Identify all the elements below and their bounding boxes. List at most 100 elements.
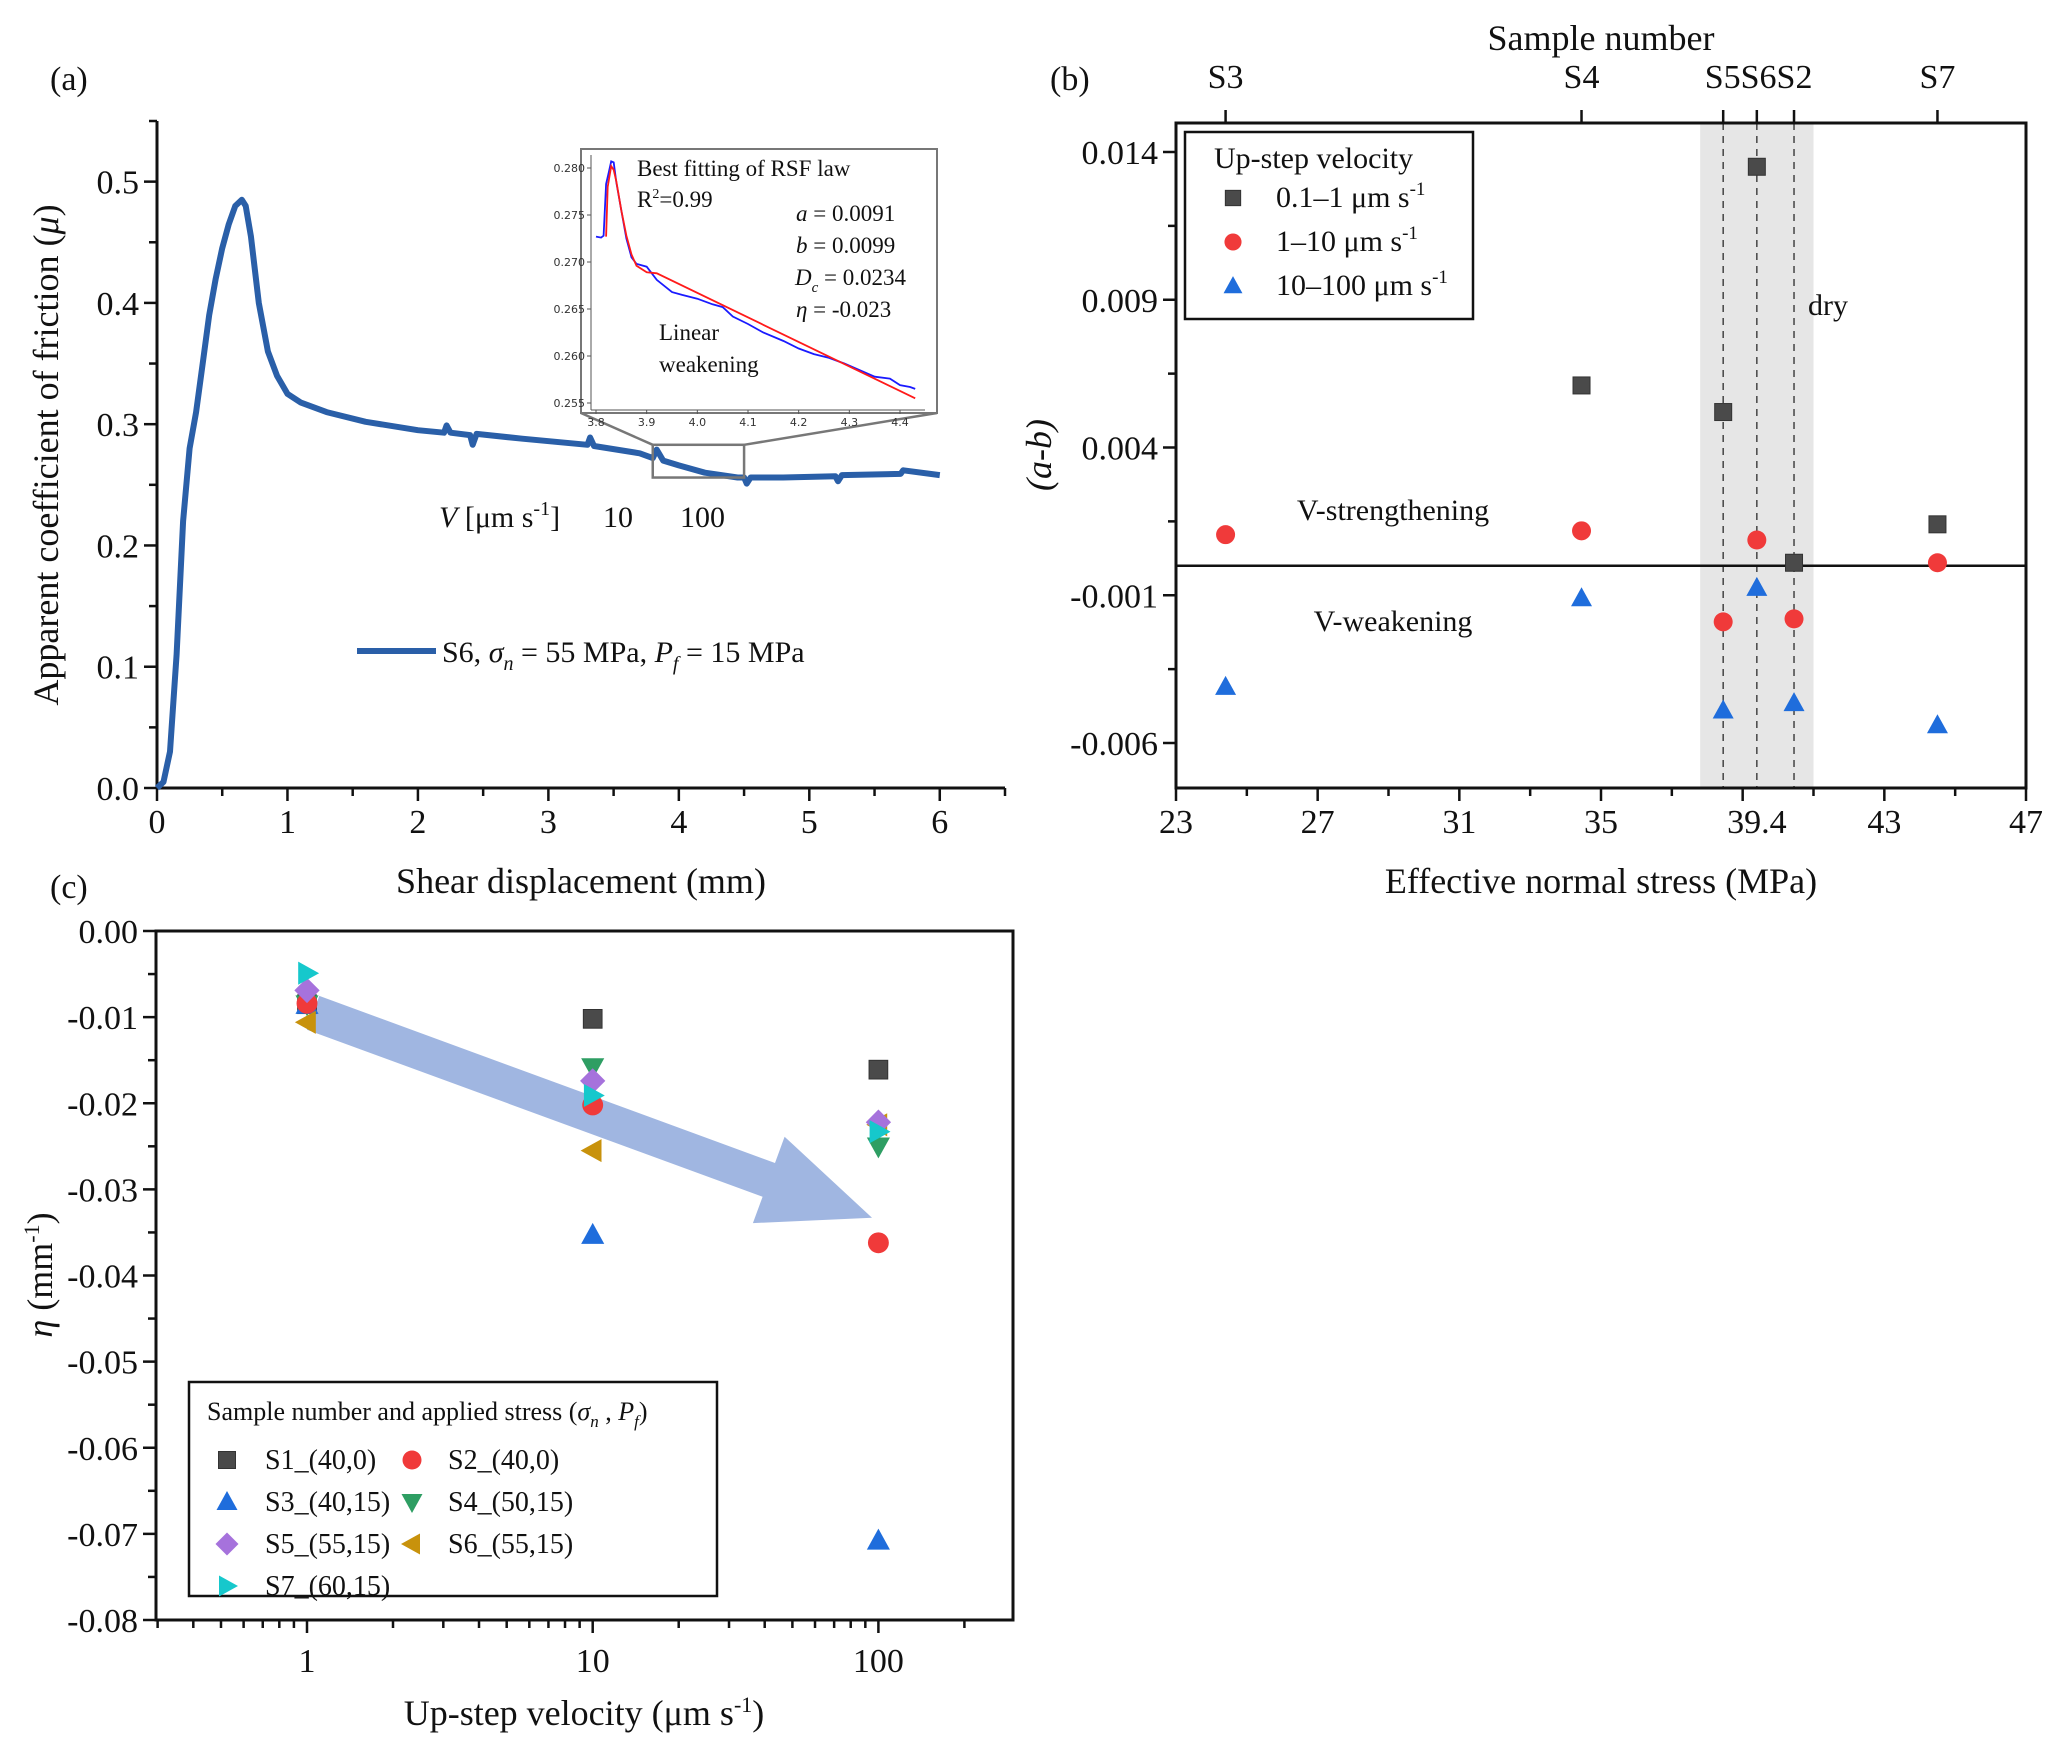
panel-b-legend-marker bbox=[1224, 233, 1242, 251]
panel-c-y-tick-label: -0.05 bbox=[67, 1345, 138, 1382]
panel-c-legend-box bbox=[187, 1380, 719, 1598]
inset-param-dc: Dc = 0.0234 bbox=[794, 265, 907, 296]
legend-text-sup: -1 bbox=[1402, 223, 1418, 244]
panel-c-point-s7 bbox=[298, 961, 320, 985]
panel-b-legend-label: 1–10 μm s-1 bbox=[1276, 223, 1418, 258]
panel-c-point-s7 bbox=[583, 1083, 605, 1108]
panel-a-y-tick-label: 0.5 bbox=[97, 165, 140, 202]
inset-y-tick-label: 0.265 bbox=[554, 303, 586, 316]
panel-b-legend-marker bbox=[1223, 276, 1243, 294]
panel-b-label: (b) bbox=[1050, 61, 1090, 98]
panel-c-y-tick-label: -0.04 bbox=[67, 1259, 138, 1296]
panel-b-y-tick-label: -0.001 bbox=[1070, 578, 1158, 615]
panel-c-legend-marker bbox=[215, 1532, 239, 1556]
panel-a-y-tick-label: 0.3 bbox=[97, 407, 140, 444]
panel-b-point-square bbox=[1747, 157, 1766, 176]
inset-zoom-window bbox=[651, 443, 746, 479]
panel-c-points bbox=[294, 961, 892, 1550]
inset-r2: R2=0.99 bbox=[637, 187, 713, 212]
panel-a-xlabel: Shear displacement (mm) bbox=[396, 861, 766, 901]
panel-b-y-tick-label: 0.009 bbox=[1082, 283, 1159, 320]
velocity-step-10: 10 bbox=[603, 501, 633, 534]
panel-c-point-s4 bbox=[866, 1137, 890, 1159]
panel-c-point-s6 bbox=[294, 1010, 316, 1034]
panel-a-y-tick-label: 0.4 bbox=[97, 286, 140, 323]
inset-param-a: a = 0.0091 bbox=[796, 201, 895, 226]
panel-c-y-tick-label: 0.00 bbox=[79, 914, 139, 951]
panel-b-legend: Up-step velocity 0.1–1 μm s-11–10 μm s-1… bbox=[1183, 130, 1475, 321]
panel-b-legend-label: 0.1–1 μm s-1 bbox=[1276, 179, 1425, 214]
panel-a-axes: 0 1 2 3 4 5 6 0.0 0.1 0.2 0.3 0.4 0.5 bbox=[97, 119, 1007, 841]
panel-b-point-triangle-up bbox=[1712, 699, 1734, 719]
panel-c-y-tick-label: -0.01 bbox=[67, 1000, 138, 1037]
panel-b-point-circle bbox=[1713, 612, 1733, 632]
legend-text-sup: -1 bbox=[1410, 179, 1426, 200]
panel-b-legend-title: Up-step velocity bbox=[1214, 142, 1413, 175]
inset-axes: 3.8 3.9 4.0 4.1 4.2 4.3 4.4 0.255 0.260 0.265 0.27… bbox=[554, 155, 925, 429]
panel-b-top-tick-label: S3 bbox=[1208, 59, 1244, 96]
inset-y-tick-label: 0.275 bbox=[554, 209, 586, 222]
panel-b-x-tick-label: 31 bbox=[1442, 804, 1476, 841]
panel-b-point-circle bbox=[1216, 525, 1236, 545]
panel-c-x-tick-label: 100 bbox=[853, 1643, 904, 1680]
panel-b-x-tick-label: 43 bbox=[1867, 804, 1901, 841]
panel-c-point-s6 bbox=[580, 1139, 602, 1163]
panel-c-legend-marker bbox=[216, 1491, 238, 1510]
legend-label-s6: S6, σn = 55 MPa, Pf = 15 MPa bbox=[442, 636, 805, 675]
sample-dashed-lines bbox=[1722, 123, 1795, 788]
panel-c-y-tick-label: -0.02 bbox=[67, 1086, 138, 1123]
inset-connector-left bbox=[580, 411, 654, 446]
inset-x-tick-label: 4.2 bbox=[790, 416, 808, 429]
panel-c-legend-title: Sample number and applied stress (σn , P… bbox=[207, 1397, 648, 1431]
panel-b-point-square bbox=[1785, 553, 1804, 572]
panel-b-point-triangle-up bbox=[1783, 692, 1805, 712]
inset-y-tick-label: 0.255 bbox=[554, 397, 586, 410]
panel-a-x-tick-label: 1 bbox=[279, 804, 296, 841]
panel-c-axes: 1 10 100 0.00 -0.01 -0.02 -0.03 -0.04 -0.05 -0.06… bbox=[67, 914, 1015, 1680]
inset-measured-curve bbox=[595, 160, 916, 390]
panel-b-point-triangle-up bbox=[1215, 675, 1237, 695]
panel-b-point-circle bbox=[1784, 609, 1804, 629]
panel-a: (a) 0 1 2 3 4 5 6 0.0 0.1 0.2 0.3 0.4 0.5 V [μm s-1]… bbox=[26, 61, 1007, 901]
panel-b-y-tick-label: -0.006 bbox=[1070, 726, 1158, 763]
inset-frame bbox=[580, 148, 938, 414]
legend-text-main: 10–100 μm s bbox=[1276, 269, 1432, 302]
panel-b-point-circle bbox=[1747, 530, 1767, 550]
inset-y-tick-label: 0.270 bbox=[554, 256, 586, 269]
panel-c-legend-label: S6_(55,15) bbox=[448, 1529, 573, 1560]
panel-a-label: (a) bbox=[50, 61, 88, 98]
panel-c-label: (c) bbox=[50, 869, 88, 906]
v-weakening-label: V-weakening bbox=[1314, 605, 1473, 638]
legend-text-main: 0.1–1 μm s bbox=[1276, 181, 1410, 214]
panel-c-legend-label: S1_(40,0) bbox=[265, 1445, 376, 1476]
panel-c-legend-label: S7_(60,15) bbox=[265, 1571, 390, 1602]
panel-c-legend: Sample number and applied stress (σn , P… bbox=[187, 1380, 719, 1602]
dry-label: dry bbox=[1808, 289, 1848, 322]
panel-c-legend-items: S1_(40,0) S2_(40,0) S3_(40,15) S4_(50,15) S5… bbox=[215, 1445, 573, 1602]
panel-c-point-s2 bbox=[867, 1232, 889, 1254]
inset-param-b: b = 0.0099 bbox=[796, 233, 895, 258]
panel-a-y-tick-label: 0.1 bbox=[97, 650, 140, 687]
inset-linear-label-2: weakening bbox=[659, 352, 759, 377]
panel-a-y-tick-label: 0.2 bbox=[97, 528, 140, 565]
inset-x-tick-label: 4.3 bbox=[841, 416, 859, 429]
panel-a-ylabel: Apparent coefficient of friction (μ) bbox=[26, 204, 66, 705]
panel-c-xlabel: Up-step velocity (μm s-1) bbox=[404, 1692, 765, 1733]
panel-c-y-tick-label: -0.07 bbox=[67, 1517, 138, 1554]
panel-a-x-tick-label: 2 bbox=[409, 804, 426, 841]
panel-c-point-s3 bbox=[866, 1528, 890, 1550]
velocity-step-100: 100 bbox=[680, 501, 725, 534]
panel-b-point-circle bbox=[1927, 553, 1947, 573]
panel-c-point-s2 bbox=[296, 992, 318, 1014]
panel-b-point-square bbox=[1714, 403, 1733, 422]
panel-a-x-tick-label: 6 bbox=[931, 804, 948, 841]
panel-b-xlabel: Effective normal stress (MPa) bbox=[1385, 861, 1817, 901]
panel-c-legend-label: S2_(40,0) bbox=[448, 1445, 559, 1476]
panel-c: (c) 1 10 100 0.00 -0.01 -0.02 -0.03 -0.04 -0.05 -… bbox=[19, 869, 1015, 1733]
inset-linear-label-1: Linear bbox=[659, 320, 719, 345]
panel-c-y-tick-label: -0.08 bbox=[67, 1603, 138, 1640]
panel-b-point-square bbox=[1572, 376, 1591, 395]
panel-b-legend-items: 0.1–1 μm s-11–10 μm s-110–100 μm s-1 bbox=[1223, 179, 1448, 302]
panel-c-legend-marker bbox=[219, 1575, 238, 1597]
